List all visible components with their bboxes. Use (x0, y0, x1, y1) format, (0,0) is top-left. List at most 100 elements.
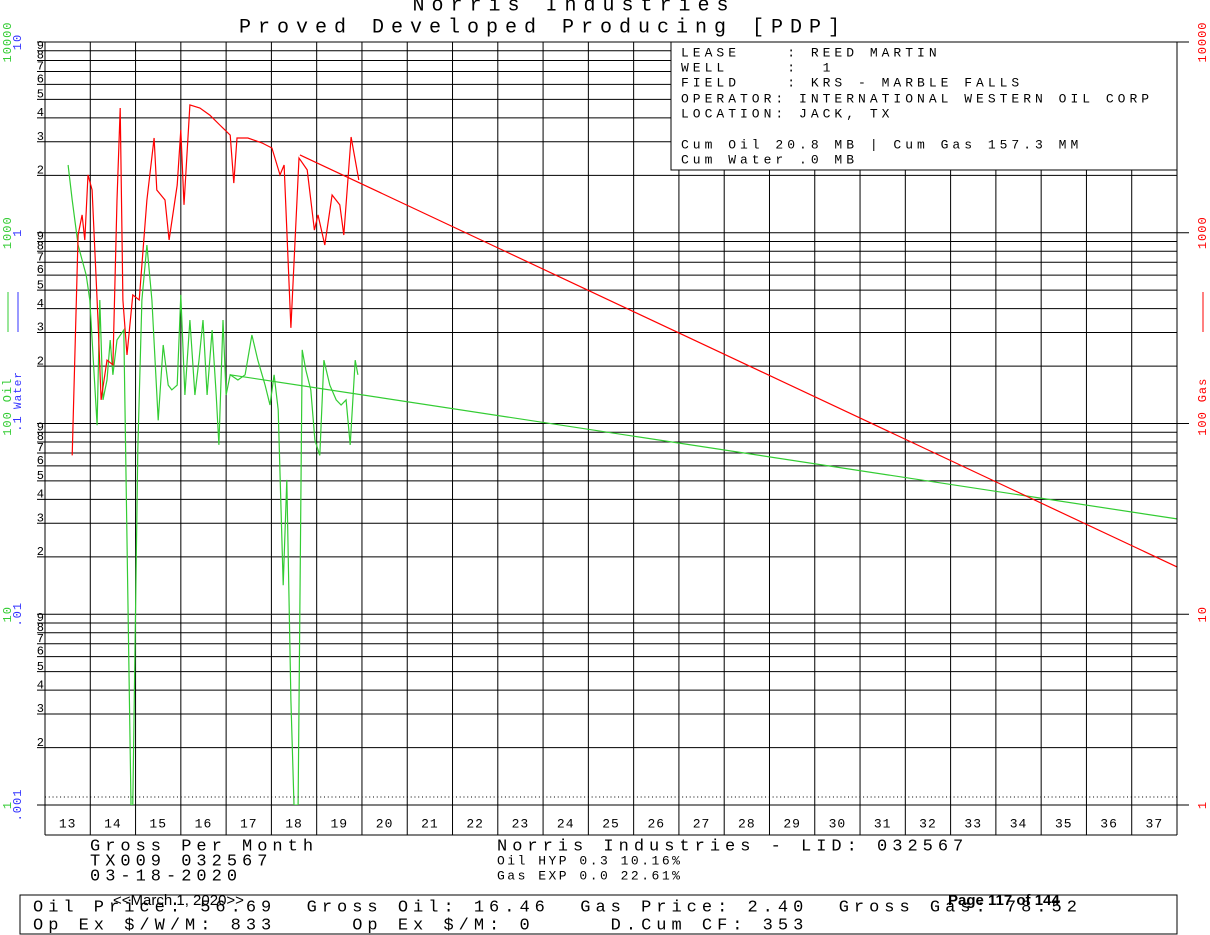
y-tick-label: 1000 (1, 216, 15, 249)
info-line: Cum Oil 20.8 MB | Cum Gas 157.3 MM (681, 137, 1082, 152)
x-tick-label: 21 (421, 816, 439, 831)
info-line: FIELD : KRS - MARBLE FALLS (681, 75, 1023, 90)
y-minor-tick-label: 2 (37, 736, 44, 750)
y-tick-label: 10000 (1, 21, 15, 62)
y-minor-tick-label: 9 (37, 420, 44, 434)
y-minor-tick-label: 4 (37, 297, 44, 311)
y-minor-tick-label: 7 (37, 441, 44, 455)
y-tick-label: 10 (1, 606, 15, 622)
x-tick-label: 37 (1146, 816, 1164, 831)
x-tick-label: 18 (285, 816, 303, 831)
y-minor-tick-label: 6 (37, 454, 44, 468)
footer-text: 03-18-2020 (90, 867, 242, 886)
y-minor-tick-label: 2 (37, 545, 44, 559)
series-line (299, 154, 1177, 568)
y3-tick-label: 10 (1196, 606, 1210, 622)
y-minor-tick-label: 8 (37, 49, 44, 63)
y-minor-tick-label: 8 (37, 430, 44, 444)
y2-tick-label: .001 (11, 789, 25, 822)
footer-text: Oil HYP 0.3 10.16% (497, 853, 682, 868)
y3-axis-label: Gas (1196, 378, 1210, 403)
y-minor-tick-label: 8 (37, 239, 44, 253)
plot-area: 13 14 15 16 17 18 19 20 21 22 23 24 25 26 27 28 29 30 31 32… (37, 39, 1189, 835)
x-tick-label: 28 (738, 816, 756, 831)
page-indicator: Page 117 of 144 (948, 892, 1060, 909)
y2-tick-label: 10 (11, 34, 25, 50)
x-tick-label: 29 (783, 816, 801, 831)
x-tick-label: 36 (1100, 816, 1118, 831)
summary-line: Op Ex $/W/M: 833 Op Ex $/M: 0 D.Cum CF: … (33, 916, 808, 935)
y2-tick-label: .01 (11, 602, 25, 627)
x-tick-label: 32 (919, 816, 937, 831)
y-minor-tick-label: 7 (37, 250, 44, 264)
y-minor-tick-label: 6 (37, 72, 44, 86)
x-tick-label: 17 (240, 816, 258, 831)
y-minor-tick-label: 3 (37, 130, 44, 144)
series-line (71, 104, 360, 456)
y3-tick-label: 10000 (1196, 21, 1210, 62)
y3-tick-label: 1000 (1196, 216, 1210, 249)
footer-text: Gas EXP 0.0 22.61% (497, 868, 682, 883)
x-tick-label: 16 (195, 816, 213, 831)
y-minor-tick-label: 3 (37, 321, 44, 335)
info-line: LEASE : REED MARTIN (681, 45, 941, 60)
y2-tick-label: .1 (11, 415, 25, 431)
x-tick-label: 20 (376, 816, 394, 831)
info-box-frame (670, 41, 1178, 171)
x-tick-label: 35 (1055, 816, 1073, 831)
date-navigation[interactable]: <<March 1, 2020>> (113, 892, 244, 909)
y2-axis-label: Water (13, 371, 25, 409)
y-minor-tick-label: 5 (37, 88, 44, 102)
y-minor-tick-label: 3 (37, 702, 44, 716)
x-tick-label: 25 (602, 816, 620, 831)
y3-tick-label: 1 (1196, 801, 1210, 809)
x-tick-label: 22 (466, 816, 484, 831)
footer-text: TX009 032567 (90, 852, 272, 871)
info-box: LEASE : REED MARTIN WELL : 1 FIELD : KRS… (670, 41, 1178, 171)
y-minor-tick-label: 4 (37, 106, 44, 120)
summary-line: Oil Price: 56.69 Gross Oil: 16.46 Gas Pr… (33, 898, 1082, 917)
summary-box (19, 894, 1178, 935)
y2-tick-label: 1 (11, 229, 25, 237)
chart-subtitle: Proved Developed Producing [PDP] (239, 16, 847, 39)
y-tick-label: 1 (1, 801, 15, 809)
y-minor-tick-label: 8 (37, 621, 44, 635)
y-minor-tick-label: 5 (37, 660, 44, 674)
info-line: Cum Water .0 MB (681, 152, 858, 167)
y-minor-tick-label: 4 (37, 488, 44, 502)
chart-title: Norris Industries (412, 0, 735, 17)
x-tick-label: 19 (331, 816, 349, 831)
x-tick-label: 30 (829, 816, 847, 831)
footer-text: Gross Per Month (90, 837, 318, 856)
y-minor-tick-label: 4 (37, 678, 44, 692)
y-minor-tick-label: 9 (37, 39, 44, 53)
x-tick-label: 26 (647, 816, 665, 831)
x-tick-label: 14 (104, 816, 122, 831)
series-line (230, 374, 1177, 520)
y-minor-tick-label: 2 (37, 354, 44, 368)
y-minor-tick-label: 9 (37, 230, 44, 244)
x-tick-label: 31 (874, 816, 892, 831)
y-axis-label: Oil (1, 378, 15, 403)
y-tick-label: 100 (1, 411, 15, 436)
y-minor-tick-label: 6 (37, 263, 44, 277)
x-tick-label: 34 (1010, 816, 1028, 831)
y3-tick-label: 100 (1196, 411, 1210, 436)
y-minor-tick-label: 5 (37, 469, 44, 483)
x-tick-label: 15 (149, 816, 167, 831)
y-minor-tick-label: 2 (37, 164, 44, 178)
y-minor-tick-label: 5 (37, 278, 44, 292)
footer-text: Norris Industries - LID: 032567 (497, 837, 968, 856)
info-line: OPERATOR: INTERNATIONAL WESTERN OIL CORP (681, 91, 1153, 106)
info-line: WELL : 1 (681, 60, 834, 75)
y-minor-tick-label: 3 (37, 511, 44, 525)
x-tick-label: 13 (59, 816, 77, 831)
y-minor-tick-label: 6 (37, 645, 44, 659)
x-tick-label: 27 (693, 816, 711, 831)
info-line: LOCATION: JACK, TX (681, 106, 893, 121)
series-line (67, 164, 359, 805)
y-minor-tick-label: 7 (37, 60, 44, 74)
x-tick-label: 24 (557, 816, 575, 831)
y-minor-tick-label: 9 (37, 611, 44, 625)
